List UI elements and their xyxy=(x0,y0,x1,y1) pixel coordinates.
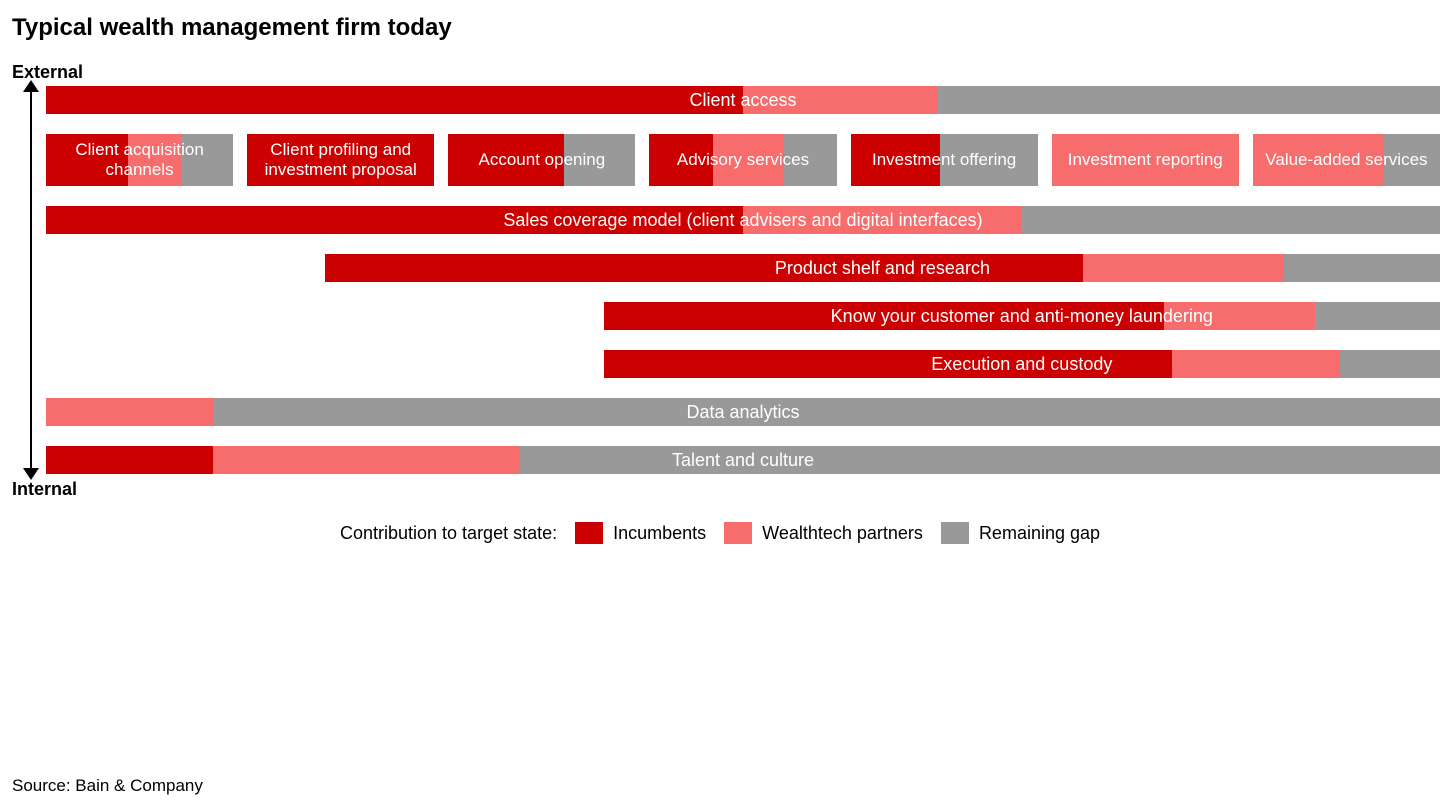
bar-product-shelf-seg-0 xyxy=(325,254,1083,282)
bar-kyc-aml: Know your customer and anti-money launde… xyxy=(46,302,1440,330)
bar-product-shelf: Product shelf and research xyxy=(46,254,1440,282)
bar-sales-coverage: Sales coverage model (client advisers an… xyxy=(46,206,1440,234)
bar-sales-coverage-seg-1 xyxy=(743,206,1022,234)
bar-talent-culture-seg-2 xyxy=(520,446,1440,474)
legend: Contribution to target state: Incumbents… xyxy=(12,522,1428,544)
box-account-opening-seg-2 xyxy=(564,134,635,186)
box-account-opening-seg-0 xyxy=(448,134,564,186)
box-account-opening: Account opening xyxy=(448,134,635,186)
bar-talent-culture: Talent and culture xyxy=(46,446,1440,474)
box-investment-reporting: Investment reporting xyxy=(1052,134,1239,186)
bar-client-access-seg-0 xyxy=(46,86,743,114)
bar-execution-custody-seg-2 xyxy=(1340,350,1440,378)
rows-container: Client access Client acquisition channels… xyxy=(46,86,1440,474)
bar-sales-coverage-seg-0 xyxy=(46,206,743,234)
box-value-added: Value-added services xyxy=(1253,134,1440,186)
bar-kyc-aml-seg-0 xyxy=(604,302,1164,330)
box-value-added-seg-2 xyxy=(1384,134,1440,186)
legend-swatch-wealthtech xyxy=(724,522,752,544)
small-boxes-row: Client acquisition channels Client profil… xyxy=(46,134,1440,186)
box-profiling-seg-0 xyxy=(247,134,434,186)
bar-execution-custody-seg-1 xyxy=(1172,350,1339,378)
chart-area: External Internal Client accessClient ac… xyxy=(12,86,1428,474)
page-title: Typical wealth management firm today xyxy=(12,14,1428,42)
legend-prefix: Contribution to target state: xyxy=(340,523,557,544)
box-investment-reporting-seg-1 xyxy=(1052,134,1239,186)
legend-swatch-incumbents xyxy=(575,522,603,544)
box-advisory-seg-0 xyxy=(649,134,713,186)
bar-data-analytics-seg-2 xyxy=(213,398,1440,426)
bar-data-analytics: Data analytics xyxy=(46,398,1440,426)
legend-item-gap: Remaining gap xyxy=(941,522,1100,544)
legend-label-incumbents: Incumbents xyxy=(613,523,706,544)
bar-execution-custody: Execution and custody xyxy=(46,350,1440,378)
box-acquisition-seg-0 xyxy=(46,134,128,186)
box-advisory: Advisory services xyxy=(649,134,836,186)
legend-item-incumbents: Incumbents xyxy=(575,522,706,544)
legend-label-wealthtech: Wealthtech partners xyxy=(762,523,923,544)
bar-client-access: Client access xyxy=(46,86,1440,114)
axis-label-internal: Internal xyxy=(12,479,77,500)
bar-data-analytics-seg-1 xyxy=(46,398,213,426)
box-acquisition-seg-2 xyxy=(181,134,233,186)
box-acquisition: Client acquisition channels xyxy=(46,134,233,186)
source-text: Source: Bain & Company xyxy=(12,776,203,796)
bar-sales-coverage-seg-2 xyxy=(1022,206,1440,234)
box-investment-offering-seg-2 xyxy=(940,134,1037,186)
bar-product-shelf-seg-1 xyxy=(1083,254,1284,282)
bar-product-shelf-seg-2 xyxy=(1284,254,1440,282)
box-investment-offering: Investment offering xyxy=(851,134,1038,186)
box-value-added-seg-1 xyxy=(1253,134,1384,186)
bar-kyc-aml-seg-1 xyxy=(1164,302,1315,330)
box-investment-offering-seg-0 xyxy=(851,134,941,186)
bar-kyc-aml-seg-2 xyxy=(1315,302,1440,330)
bar-client-access-seg-1 xyxy=(743,86,938,114)
legend-item-wealthtech: Wealthtech partners xyxy=(724,522,923,544)
box-profiling: Client profiling and investment proposal xyxy=(247,134,434,186)
axis-line xyxy=(30,90,32,470)
bar-client-access-seg-2 xyxy=(938,86,1440,114)
legend-swatch-gap xyxy=(941,522,969,544)
axis-arrow-down-icon xyxy=(23,468,39,480)
box-advisory-seg-2 xyxy=(784,134,836,186)
bar-talent-culture-seg-0 xyxy=(46,446,213,474)
bar-talent-culture-seg-1 xyxy=(213,446,520,474)
box-advisory-seg-1 xyxy=(713,134,784,186)
bar-execution-custody-seg-0 xyxy=(604,350,1173,378)
legend-label-gap: Remaining gap xyxy=(979,523,1100,544)
box-acquisition-seg-1 xyxy=(128,134,180,186)
